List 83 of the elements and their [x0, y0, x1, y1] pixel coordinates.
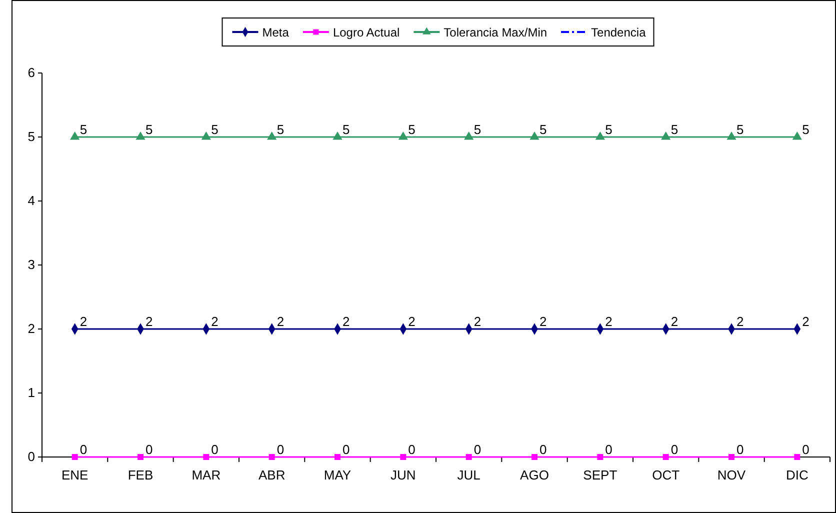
- point: [332, 131, 342, 140]
- data-label: 5: [474, 122, 482, 137]
- data-label: 5: [802, 122, 810, 137]
- point: [268, 454, 275, 460]
- x-tick-label: OCT: [652, 468, 680, 482]
- data-label: 2: [276, 314, 284, 329]
- point: [72, 454, 78, 460]
- point: [136, 131, 146, 140]
- y-tick-label: 6: [28, 65, 35, 80]
- point: [530, 131, 540, 140]
- data-label: 0: [540, 442, 547, 457]
- data-label: 0: [605, 442, 612, 457]
- data-label: 5: [605, 122, 612, 137]
- data-label: 2: [146, 314, 153, 329]
- legend-label: Meta: [262, 26, 290, 40]
- data-label: 5: [408, 122, 416, 137]
- legend-label: Tendencia: [591, 26, 646, 40]
- point: [70, 131, 80, 140]
- data-label: 0: [276, 442, 284, 457]
- x-tick-label: MAY: [324, 468, 352, 482]
- point: [726, 131, 736, 140]
- y-tick-label: 1: [28, 385, 35, 400]
- data-label: 5: [736, 122, 744, 137]
- x-tick-label: DIC: [786, 468, 808, 482]
- x-tick-label: SEPT: [583, 468, 618, 482]
- data-label: 5: [146, 122, 153, 137]
- data-label: 5: [80, 122, 88, 137]
- point: [595, 131, 605, 140]
- point: [201, 131, 211, 140]
- point: [138, 454, 144, 460]
- data-label: 0: [670, 442, 678, 457]
- data-label: 0: [474, 442, 482, 457]
- y-tick-label: 2: [28, 321, 35, 336]
- data-label: 0: [146, 442, 153, 457]
- data-label: 2: [802, 314, 810, 329]
- point: [597, 454, 604, 460]
- x-tick-label: NOV: [717, 468, 746, 482]
- data-label: 0: [802, 442, 810, 457]
- point: [662, 454, 669, 460]
- data-label: 2: [540, 314, 547, 329]
- data-label: 2: [605, 314, 612, 329]
- data-label: 5: [211, 122, 218, 137]
- point: [794, 454, 800, 460]
- data-label: 5: [276, 122, 284, 137]
- data-label: 2: [736, 314, 744, 329]
- point: [728, 454, 734, 460]
- data-label: 2: [342, 314, 350, 329]
- point: [532, 454, 538, 460]
- x-tick-label: AGO: [520, 468, 549, 482]
- data-label: 5: [540, 122, 547, 137]
- x-tick-label: ABR: [258, 468, 286, 482]
- point: [466, 454, 472, 460]
- point: [203, 454, 210, 460]
- point: [267, 131, 277, 140]
- data-label: 2: [474, 314, 482, 329]
- point: [661, 131, 671, 140]
- legend-label: Logro Actual: [332, 26, 400, 40]
- data-label: 2: [670, 314, 678, 329]
- data-label: 2: [408, 314, 416, 329]
- point: [464, 131, 474, 140]
- point: [398, 131, 408, 140]
- y-tick-label: 0: [28, 449, 35, 464]
- x-tick-label: FEB: [128, 468, 154, 482]
- y-tick-label: 3: [28, 257, 35, 272]
- data-label: 0: [408, 442, 416, 457]
- y-tick-label: 4: [28, 193, 35, 208]
- x-tick-label: JUN: [390, 468, 416, 482]
- point: [792, 131, 802, 140]
- y-tick-label: 5: [28, 129, 35, 144]
- data-label: 0: [80, 442, 88, 457]
- data-label: 2: [211, 314, 218, 329]
- point: [400, 454, 406, 460]
- data-label: 2: [80, 314, 88, 329]
- data-label: 5: [342, 122, 350, 137]
- x-tick-label: MAR: [192, 468, 221, 482]
- x-tick-label: ENE: [61, 468, 89, 482]
- data-label: 0: [211, 442, 218, 457]
- legend-label: Tolerancia Max/Min: [444, 26, 548, 40]
- data-label: 0: [736, 442, 744, 457]
- data-label: 5: [670, 122, 678, 137]
- point: [334, 454, 340, 460]
- x-tick-label: JUL: [457, 468, 480, 482]
- data-label: 0: [342, 442, 350, 457]
